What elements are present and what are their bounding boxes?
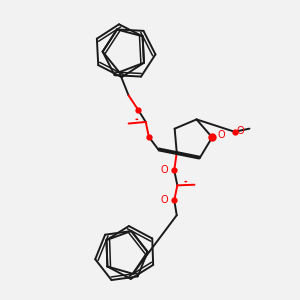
Text: O: O (160, 195, 168, 205)
Text: O: O (160, 165, 168, 175)
Text: O: O (218, 130, 225, 140)
Text: O: O (236, 126, 244, 136)
